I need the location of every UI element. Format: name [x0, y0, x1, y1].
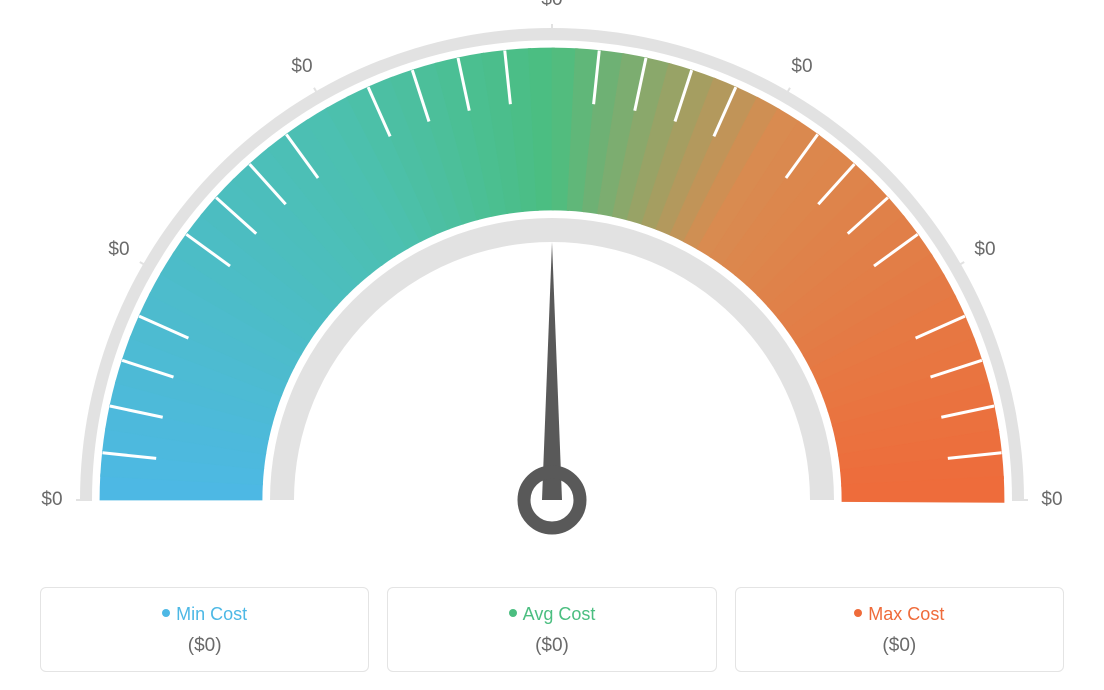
legend-value-min: ($0)	[51, 635, 358, 657]
legend-title-max: Max Cost	[746, 604, 1053, 625]
legend-dot-max	[854, 609, 862, 617]
legend-value-max: ($0)	[746, 635, 1053, 657]
gauge-tick-label: $0	[791, 56, 812, 78]
gauge-svg	[0, 0, 1104, 560]
legend-label-max: Max Cost	[868, 604, 944, 624]
legend-box-avg: Avg Cost ($0)	[387, 587, 716, 672]
legend-dot-min	[162, 609, 170, 617]
legend-row: Min Cost ($0) Avg Cost ($0) Max Cost ($0…	[40, 587, 1064, 672]
legend-value-avg: ($0)	[398, 635, 705, 657]
legend-box-max: Max Cost ($0)	[735, 587, 1064, 672]
gauge-chart: $0 $0 $0 $0 $0 $0 $0	[0, 0, 1104, 560]
gauge-tick-label: $0	[974, 239, 995, 261]
legend-title-min: Min Cost	[51, 604, 358, 625]
legend-title-avg: Avg Cost	[398, 604, 705, 625]
legend-label-min: Min Cost	[176, 604, 247, 624]
legend-dot-avg	[509, 609, 517, 617]
legend-box-min: Min Cost ($0)	[40, 587, 369, 672]
gauge-tick-label: $0	[541, 0, 562, 11]
gauge-tick-label: $0	[41, 489, 62, 511]
legend-label-avg: Avg Cost	[523, 604, 596, 624]
gauge-tick-label: $0	[108, 239, 129, 261]
gauge-tick-label: $0	[291, 56, 312, 78]
gauge-tick-label: $0	[1041, 489, 1062, 511]
